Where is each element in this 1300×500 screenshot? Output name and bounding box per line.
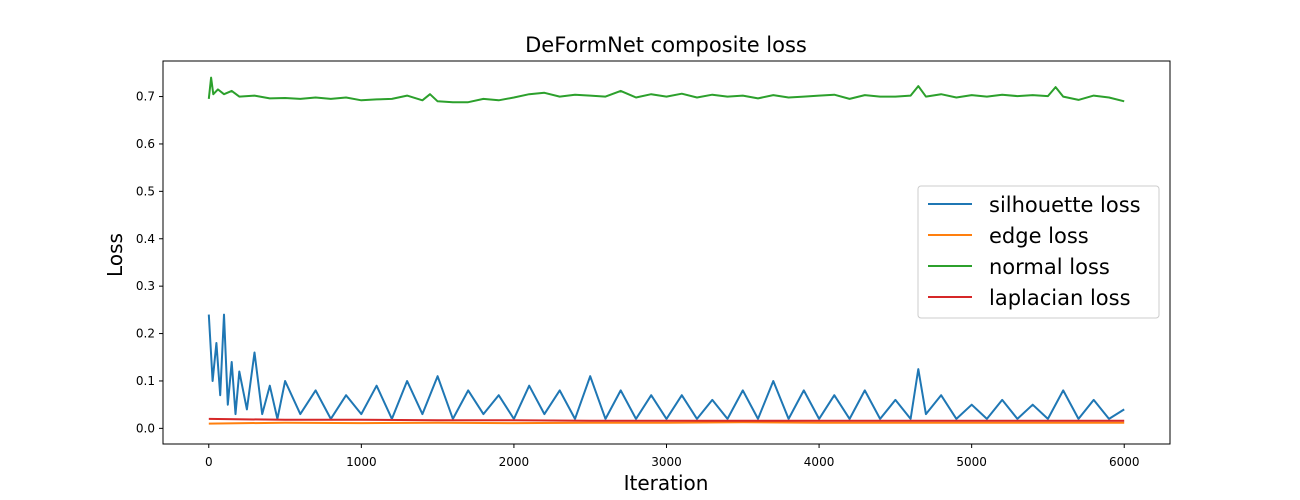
y-tick-label: 0.6 [136,137,155,151]
y-tick-label: 0.1 [136,374,155,388]
y-tick-label: 0.4 [136,232,155,246]
legend-label: laplacian loss [989,286,1131,310]
x-tick-label: 5000 [956,455,987,469]
series-line-laplacian-loss [208,417,1125,422]
x-tick-label: 3000 [651,455,682,469]
x-axis-title: Iteration [624,471,709,495]
plot-area [162,60,1171,445]
chart-title: DeFormNet composite loss [525,33,807,57]
series-line-normal-loss [207,76,1125,104]
x-tick-label: 1000 [346,455,377,469]
series-line-edge-loss [208,421,1125,425]
y-tick-label: 0.2 [136,327,155,341]
y-tick-label: 0.0 [136,421,155,435]
x-tick-label: 4000 [804,455,835,469]
legend-label: edge loss [989,224,1089,248]
legend: silhouette loss edge loss normal loss lapla… [917,185,1160,319]
y-tick-label: 0.7 [136,90,155,104]
y-axis-title: Loss [103,233,127,277]
y-tick-label: 0.5 [136,184,155,198]
series-layer [207,76,1125,425]
series-line-silhouette-loss [207,313,1125,420]
legend-frame [917,185,1160,319]
x-tick-label: 6000 [1109,455,1140,469]
x-tick-label: 0 [205,455,213,469]
y-axis: 0.0 0.1 0.2 0.3 0.4 0.5 0.6 0.7 [136,90,163,435]
x-tick-label: 2000 [499,455,530,469]
legend-label: normal loss [989,255,1110,279]
y-tick-label: 0.3 [136,279,155,293]
x-axis: 0 1000 2000 3000 4000 5000 6000 [205,444,1140,469]
legend-label: silhouette loss [989,193,1141,217]
